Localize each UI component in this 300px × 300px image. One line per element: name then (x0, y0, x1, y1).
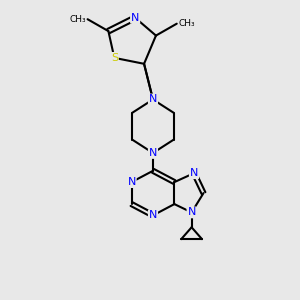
Text: S: S (111, 53, 118, 63)
Text: N: N (149, 210, 157, 220)
Text: N: N (131, 13, 139, 23)
Text: N: N (190, 168, 198, 178)
Text: N: N (149, 148, 157, 158)
Text: N: N (149, 94, 157, 104)
Text: CH₃: CH₃ (178, 19, 195, 28)
Text: N: N (188, 207, 196, 218)
Text: CH₃: CH₃ (70, 15, 86, 24)
Text: N: N (128, 177, 136, 187)
